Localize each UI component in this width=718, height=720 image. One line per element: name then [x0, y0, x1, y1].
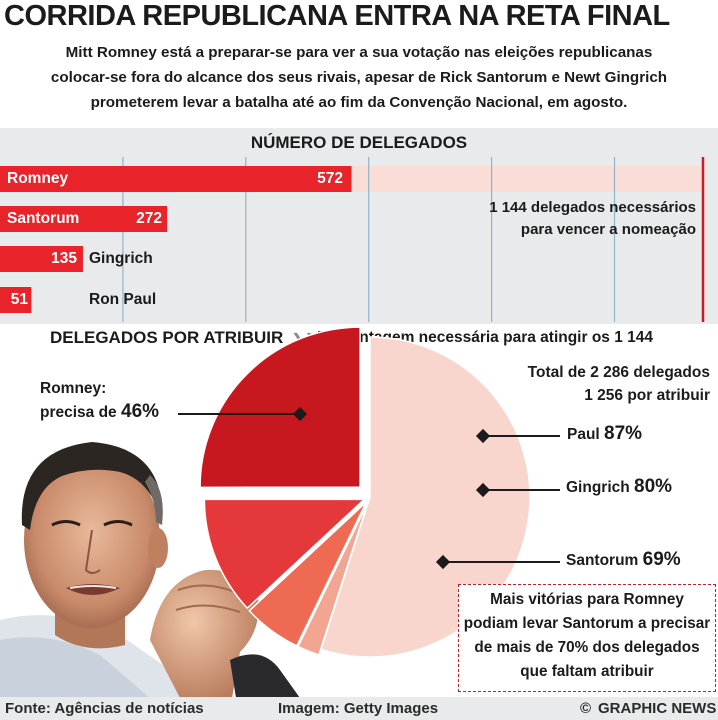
needed-gap-shade [351, 166, 703, 192]
source-credit: Fonte: Agências de notícias [5, 700, 204, 717]
gingrich-marker-icon [475, 482, 491, 498]
total-delegates-note: Total de 2 286 delegados 1 256 por atrib… [480, 361, 710, 407]
santorum-required-pct: 69% [642, 549, 681, 570]
pie-slice-unallocated [320, 336, 531, 658]
paul-pie-label: Paul 87% [567, 423, 642, 445]
bar-category-label-ron-paul: Ron Paul [89, 291, 157, 308]
santorum-label-name: Santorum [566, 552, 639, 569]
pie-section-title: DELEGADOS POR ATRIBUIR [50, 328, 284, 347]
paul-required-pct: 87% [604, 423, 643, 444]
note-line-4: que faltam atribuir [520, 663, 654, 680]
paul-marker-icon [475, 428, 491, 444]
romney-marker-icon [292, 406, 308, 422]
pie-slice-santorum [203, 498, 367, 610]
note-line-2: podiam levar Santorum a precisar [463, 615, 711, 632]
romney-wins-note: Mais vitórias para Romney podiam levar S… [458, 584, 716, 692]
pie-slice-gingrich [248, 501, 368, 647]
pie-slice-paul [297, 502, 369, 656]
note-line-1: Mais vitórias para Romney [490, 591, 684, 608]
unallocated-line: 1 256 por atribuir [584, 387, 710, 404]
bar-romney [0, 166, 352, 192]
needed-note-line-2: para vencer a nomeação [520, 221, 696, 238]
paul-label-name: Paul [567, 426, 600, 443]
copyright-icon: © [580, 700, 592, 717]
santorum-pie-label: Santorum 69% [566, 549, 681, 571]
gingrich-label-name: Gingrich [566, 479, 630, 496]
subtitle-line-2: colocar-se fora do alcance dos seus riva… [50, 69, 668, 86]
gingrich-required-pct: 80% [634, 476, 673, 497]
needed-delegates-note: 1 144 delegados necessários para vencer … [440, 197, 696, 241]
headline: CORRIDA REPUBLICANA ENTRA NA RETA FINAL [4, 0, 670, 32]
bar-gingrich [0, 246, 83, 272]
santorum-marker-icon [435, 554, 451, 570]
subtitle: Mitt Romney está a preparar-se para ver … [0, 40, 718, 115]
brand-credit: GRAPHIC NEWS [598, 700, 717, 717]
subtitle-line-3: prometerem levar a batalha até ao fim da… [90, 94, 628, 111]
bar-value-label-gingrich: 135 [51, 250, 77, 267]
bar-ron-paul [0, 287, 32, 313]
needed-note-line-1: 1 144 delegados necessários [489, 199, 696, 216]
romney-required-pct: 46% [121, 401, 160, 422]
bar-category-label-gingrich: Gingrich [89, 250, 153, 267]
pie-slice-romney [199, 326, 361, 489]
subtitle-line-1: Mitt Romney está a preparar-se para ver … [65, 44, 653, 61]
bar-value-label-ron-paul: 51 [10, 291, 28, 308]
romney-pie-label: Romney: precisa de 46% [40, 377, 159, 424]
bar-chart-title: NÚMERO DE DELEGADOS [250, 133, 468, 152]
romney-label-line-2: precisa de [40, 404, 117, 421]
romney-label-line-1: Romney: [40, 380, 107, 397]
romney-photo [0, 430, 320, 698]
bar-value-label-santorum: 272 [136, 210, 162, 227]
image-credit: Imagem: Getty Images [278, 700, 439, 717]
bar-category-label-romney: Romney [7, 170, 69, 187]
bar-category-label-santorum: Santorum [7, 210, 80, 227]
gingrich-pie-label: Gingrich 80% [566, 476, 672, 498]
bar-santorum [0, 206, 168, 232]
note-line-3: de mais de 70% dos delegados [474, 639, 700, 656]
bar-value-label-romney: 572 [317, 170, 343, 187]
total-line: Total de 2 286 delegados [527, 364, 710, 381]
footer: Fonte: Agências de notícias Imagem: Gett… [0, 697, 718, 720]
